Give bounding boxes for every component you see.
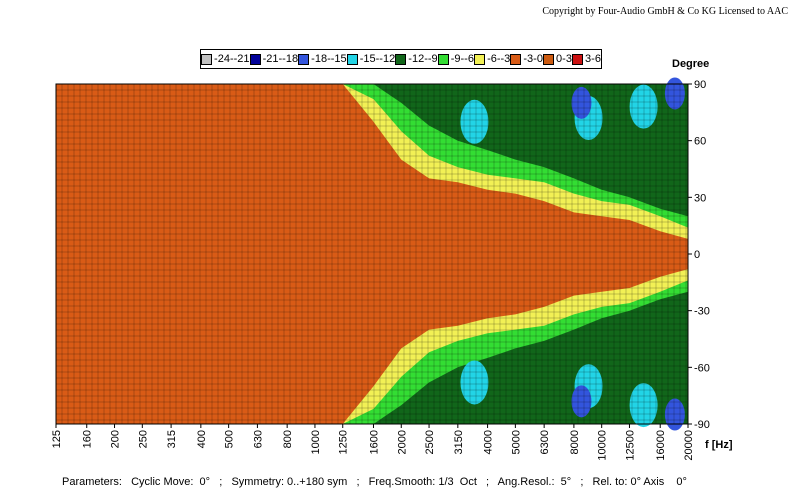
x-tick-label: 12500 bbox=[624, 430, 636, 461]
heatmap-deep-null bbox=[571, 86, 592, 119]
legend-swatch bbox=[572, 53, 584, 65]
y-tick-label: 0 bbox=[694, 249, 700, 261]
y-tick-label: 30 bbox=[694, 192, 706, 204]
x-tick-label: 400 bbox=[196, 430, 208, 448]
heatmap-null-zone bbox=[460, 99, 489, 144]
legend-label: -15--12 bbox=[359, 53, 396, 65]
legend-swatch bbox=[249, 53, 261, 65]
x-tick-label: 2500 bbox=[424, 430, 436, 454]
x-tick-label: 5000 bbox=[510, 430, 522, 454]
legend-swatch bbox=[201, 53, 213, 65]
y-tick-label: 60 bbox=[694, 136, 706, 148]
legend-swatch bbox=[510, 53, 522, 65]
legend-item: -15--12 bbox=[346, 53, 396, 65]
legend-label: 0-3 bbox=[556, 53, 572, 65]
legend-label: -6--3 bbox=[487, 53, 511, 65]
x-tick-label: 200 bbox=[110, 430, 122, 448]
legend-item: -6--3 bbox=[474, 53, 510, 65]
parameters-line: Parameters: Cyclic Move: 0° ; Symmetry: … bbox=[62, 476, 687, 488]
heatmap-null-zone bbox=[629, 383, 658, 428]
legend-item: -24--21 bbox=[201, 53, 250, 65]
x-tick-label: 20000 bbox=[683, 430, 695, 461]
x-tick-label: 315 bbox=[166, 430, 178, 448]
x-tick-label: 250 bbox=[137, 430, 149, 448]
heatmap-null-zone bbox=[629, 84, 658, 129]
legend-swatch bbox=[298, 53, 310, 65]
y-tick-label: 90 bbox=[694, 79, 706, 91]
legend-label: -9--6 bbox=[450, 53, 474, 65]
x-tick-label: 3150 bbox=[453, 430, 465, 454]
heatmap-null-zone bbox=[460, 360, 489, 405]
legend-item: -3-0 bbox=[510, 53, 543, 65]
legend-item: 0-3 bbox=[543, 53, 572, 65]
x-tick-label: 10000 bbox=[597, 430, 609, 461]
legend-swatch bbox=[346, 53, 358, 65]
x-tick-label: 1000 bbox=[310, 430, 322, 454]
x-tick-label: 500 bbox=[224, 430, 236, 448]
legend-swatch bbox=[543, 53, 555, 65]
legend-label: 3-6 bbox=[585, 53, 601, 65]
legend-item: -9--6 bbox=[437, 53, 474, 65]
x-tick-label: 1600 bbox=[368, 430, 380, 454]
legend-label: -18--15 bbox=[311, 53, 347, 65]
y-tick-label: -90 bbox=[694, 419, 710, 431]
y-tick-label: -30 bbox=[694, 306, 710, 318]
legend-label: -21--18 bbox=[262, 53, 299, 65]
x-tick-label: 4000 bbox=[483, 430, 495, 454]
legend-item: 3-6 bbox=[572, 53, 601, 65]
heatmap-deep-null bbox=[571, 385, 592, 418]
legend-item: -18--15 bbox=[298, 53, 347, 65]
x-tick-label: 630 bbox=[252, 430, 264, 448]
legend-label: -24--21 bbox=[214, 53, 250, 65]
x-tick-label: 1250 bbox=[338, 430, 350, 454]
x-tick-label: 6300 bbox=[539, 430, 551, 454]
legend-item: -12--9 bbox=[395, 53, 438, 65]
x-axis-label: f [Hz] bbox=[705, 439, 733, 451]
y-tick-label: -60 bbox=[694, 362, 710, 374]
legend-swatch bbox=[437, 53, 449, 65]
x-tick-label: 16000 bbox=[655, 430, 667, 461]
chart-legend: -24--21 -21--18 -18--15 -15--12 -12--9 -9--6 -… bbox=[200, 49, 602, 69]
copyright-text: Copyright by Four-Audio GmbH & Co KG Lic… bbox=[542, 6, 788, 17]
x-tick-label: 160 bbox=[82, 430, 94, 448]
legend-label: -3-0 bbox=[523, 53, 543, 65]
legend-item: -21--18 bbox=[249, 53, 299, 65]
x-tick-label: 125 bbox=[51, 430, 63, 448]
y-axis-label: Degree bbox=[672, 58, 710, 70]
x-tick-label: 2000 bbox=[396, 430, 408, 454]
legend-swatch bbox=[395, 53, 407, 65]
legend-label: -12--9 bbox=[408, 53, 438, 65]
x-tick-label: 800 bbox=[282, 430, 294, 448]
x-tick-label: 8000 bbox=[569, 430, 581, 454]
legend-swatch bbox=[474, 53, 486, 65]
